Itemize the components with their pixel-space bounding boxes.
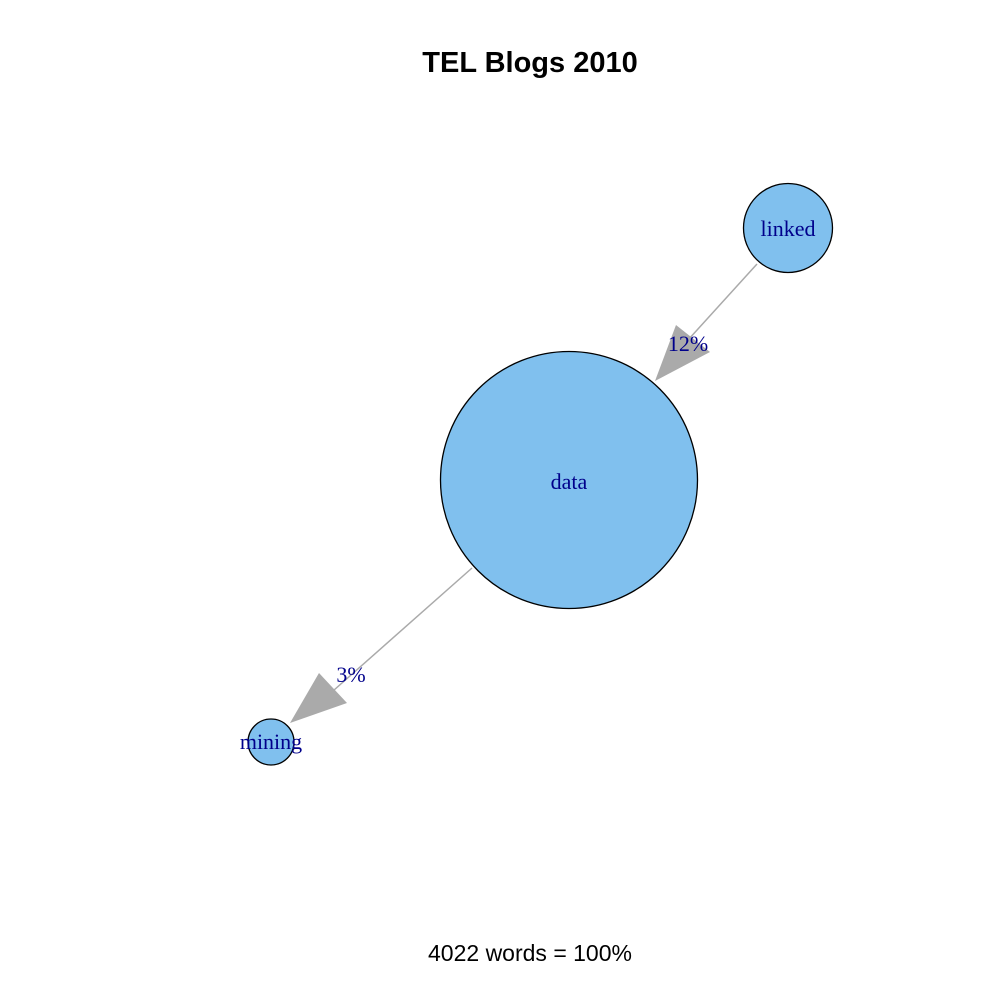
node-label: data	[551, 469, 588, 494]
node-circle	[742, 182, 834, 274]
node-mining: mining	[240, 718, 302, 766]
node-circle	[247, 718, 295, 766]
node-data: data	[439, 350, 699, 610]
edge-label: 12%	[668, 331, 708, 356]
word-count-caption: 4022 words = 100%	[428, 940, 632, 966]
node-label: linked	[761, 216, 816, 241]
diagram-title: TEL Blogs 2010	[422, 47, 637, 79]
edge-line	[324, 567, 473, 699]
edge-label: 3%	[336, 662, 365, 687]
edge-data-mining: 3%	[290, 567, 473, 723]
node-linked: linked	[742, 182, 834, 274]
node-circle	[439, 350, 699, 610]
node-label: mining	[240, 729, 302, 754]
edge-linked-data: 12%	[655, 263, 758, 381]
arrowhead	[290, 673, 347, 723]
arrowhead	[655, 325, 710, 381]
